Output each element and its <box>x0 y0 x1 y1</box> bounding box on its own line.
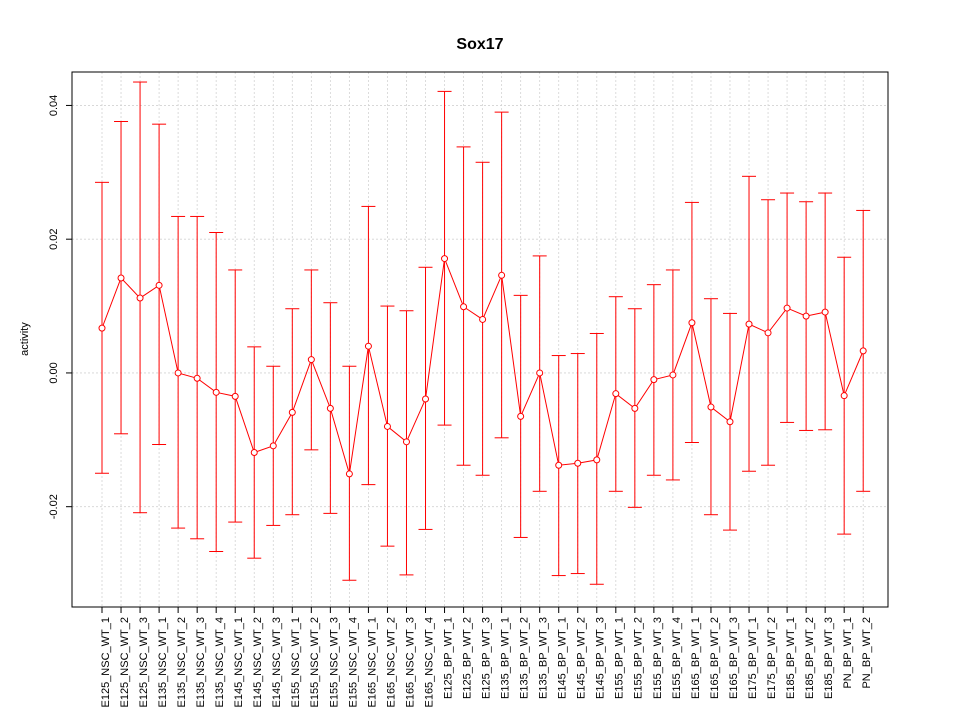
data-point <box>707 403 715 411</box>
data-point <box>859 347 867 355</box>
data-point <box>631 404 639 412</box>
x-tick-label: E145_NSC_WT_2 <box>252 617 264 708</box>
data-point <box>231 392 239 400</box>
data-point <box>136 294 144 302</box>
x-tick-label: E185_BP_WT_3 <box>823 617 835 699</box>
data-point <box>98 324 106 332</box>
x-tick-label: E175_BP_WT_1 <box>747 617 759 699</box>
data-points <box>98 255 867 478</box>
data-point <box>402 438 410 446</box>
data-point <box>612 390 620 398</box>
x-tick-label: E135_BP_WT_3 <box>538 617 550 699</box>
x-tick-label: E145_BP_WT_2 <box>576 617 588 699</box>
plot-frame <box>71 71 889 608</box>
x-tick-label: E165_BP_WT_2 <box>709 617 721 699</box>
chart-title: Sox17 <box>456 36 503 53</box>
data-point <box>840 392 848 400</box>
y-axis-label: activity <box>19 322 31 356</box>
x-tick-label: E155_NSC_WT_2 <box>309 617 321 708</box>
x-tick-label: E135_NSC_WT_4 <box>214 617 226 708</box>
data-point <box>117 274 125 282</box>
x-tick-label: E125_BP_WT_2 <box>461 617 473 699</box>
data-point <box>174 369 182 377</box>
data-point <box>250 449 258 457</box>
x-tick-label: PN_BP_WT_1 <box>842 617 854 689</box>
data-point <box>821 308 829 316</box>
x-tick-label: E135_NSC_WT_1 <box>157 617 169 708</box>
data-point <box>669 371 677 379</box>
y-tick-label: -0.02 <box>48 494 60 519</box>
y-axis: -0.02 0.00 0.02 0.04 <box>48 95 73 519</box>
x-tick-label: E125_BP_WT_1 <box>442 617 454 699</box>
x-tick-label: E145_NSC_WT_3 <box>271 617 283 708</box>
x-tick-label: E165_NSC_WT_4 <box>423 617 435 708</box>
x-axis: E125_NSC_WT_1 E125_NSC_WT_2 E125_NSC_WT_3 E… <box>100 606 873 708</box>
data-point <box>460 303 468 311</box>
grid-layer <box>72 72 888 607</box>
x-tick-label: E155_BP_WT_1 <box>614 617 626 699</box>
data-point <box>726 418 734 426</box>
data-point <box>212 388 220 396</box>
data-point <box>574 459 582 467</box>
x-tick-label: E185_BP_WT_1 <box>785 617 797 699</box>
data-point <box>688 319 696 327</box>
x-tick-label: E185_BP_WT_2 <box>804 617 816 699</box>
x-tick-label: E165_NSC_WT_2 <box>385 617 397 708</box>
x-tick-label: E125_NSC_WT_1 <box>100 617 112 708</box>
data-point <box>269 442 277 450</box>
x-tick-label: E125_BP_WT_3 <box>481 617 493 699</box>
y-tick-label: 0.02 <box>48 228 60 249</box>
y-tick-label: 0.00 <box>48 362 60 383</box>
data-point <box>364 342 372 350</box>
data-point <box>536 369 544 377</box>
data-point <box>307 356 315 364</box>
data-point <box>326 404 334 412</box>
x-tick-label: E145_NSC_WT_1 <box>233 617 245 708</box>
x-tick-label: E155_BP_WT_2 <box>633 617 645 699</box>
x-tick-label: PN_BP_WT_2 <box>861 617 873 689</box>
x-tick-label: E145_BP_WT_1 <box>557 617 569 699</box>
x-tick-label: E135_NSC_WT_3 <box>195 617 207 708</box>
x-tick-label: E135_BP_WT_2 <box>519 617 531 699</box>
x-tick-label: E125_NSC_WT_3 <box>138 617 150 708</box>
data-point <box>593 456 601 464</box>
data-point <box>555 461 563 469</box>
data-point <box>479 315 487 323</box>
data-point <box>155 281 163 289</box>
x-tick-label: E165_BP_WT_3 <box>728 617 740 699</box>
x-tick-label: E165_BP_WT_1 <box>690 617 702 699</box>
data-point <box>498 271 506 279</box>
data-point <box>345 470 353 478</box>
x-tick-label: E155_BP_WT_4 <box>671 617 683 699</box>
x-tick-label: E155_BP_WT_3 <box>652 617 664 699</box>
data-point <box>441 255 449 263</box>
x-tick-label: E155_NSC_WT_3 <box>328 617 340 708</box>
data-point <box>422 395 430 403</box>
x-tick-label: E165_NSC_WT_1 <box>366 617 378 708</box>
y-tick-label: 0.04 <box>48 95 60 116</box>
x-tick-label: E175_BP_WT_2 <box>766 617 778 699</box>
x-tick-label: E135_NSC_WT_2 <box>176 617 188 708</box>
x-tick-label: E155_NSC_WT_4 <box>347 617 359 708</box>
data-point <box>383 422 391 430</box>
data-point <box>288 408 296 416</box>
x-tick-label: E155_NSC_WT_1 <box>290 617 302 708</box>
data-point <box>764 329 772 337</box>
data-point <box>745 320 753 328</box>
x-tick-label: E145_BP_WT_3 <box>595 617 607 699</box>
data-point <box>802 312 810 320</box>
data-point <box>783 304 791 312</box>
x-tick-label: E135_BP_WT_1 <box>500 617 512 699</box>
x-tick-label: E125_NSC_WT_2 <box>119 617 131 708</box>
x-tick-label: E165_NSC_WT_3 <box>404 617 416 708</box>
data-point <box>517 412 525 420</box>
data-point <box>650 376 658 384</box>
data-point <box>193 374 201 382</box>
